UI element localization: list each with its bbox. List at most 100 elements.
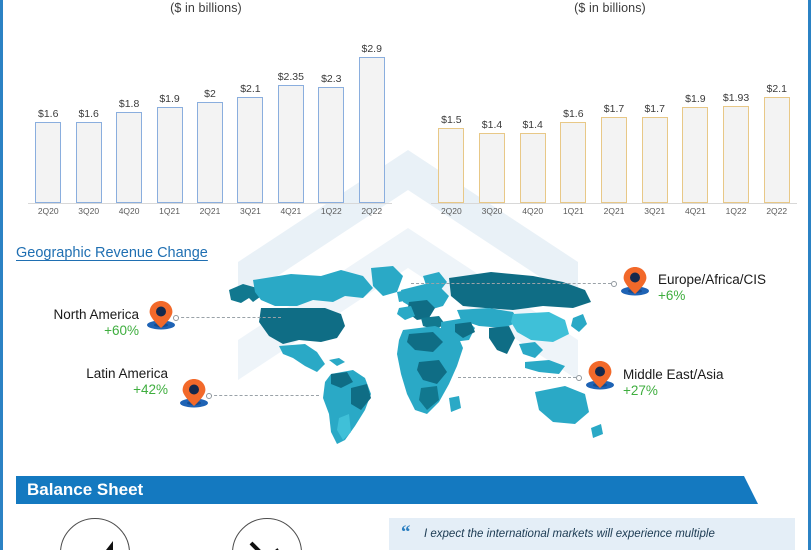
right-chart-subtitle: ($ in billions) xyxy=(574,1,646,15)
bar-column: $1.6 xyxy=(553,42,594,203)
geo-connector-latin-america xyxy=(209,395,319,396)
bar-value-label: $1.9 xyxy=(685,93,706,105)
axis-tick-label: 2Q20 xyxy=(37,206,59,216)
geo-connector-dot-latin-america xyxy=(206,393,212,399)
map-continents xyxy=(229,266,603,444)
bar-value-label: $2.3 xyxy=(321,73,342,85)
geo-connector-north-america xyxy=(176,317,281,318)
bar xyxy=(196,102,223,203)
right-chart-axis xyxy=(431,203,797,204)
geo-label-latin-america: Latin America xyxy=(86,366,168,381)
bar xyxy=(318,87,345,203)
balance-sheet-title: Balance Sheet xyxy=(27,480,144,499)
axis-tick-label: 4Q20 xyxy=(522,206,544,216)
bar-column: $2.1 xyxy=(230,42,270,203)
balance-sheet-quote-box: “ I expect the international markets wil… xyxy=(389,518,795,550)
balance-sheet-banner: Balance Sheet xyxy=(16,476,758,504)
bar xyxy=(519,133,546,203)
bar-column: $1.5 xyxy=(431,42,472,203)
bar-column: $2.35 xyxy=(271,42,311,203)
axis-tick-label: 2Q22 xyxy=(766,206,788,216)
bar xyxy=(723,106,750,203)
world-map-svg xyxy=(229,266,603,444)
bar xyxy=(641,117,668,203)
map-pin-middle-east-asia[interactable] xyxy=(583,360,617,390)
geo-connector-dot-europe-africa-cis xyxy=(611,281,617,287)
geo-change-europe-africa-cis: +6% xyxy=(658,287,686,303)
balance-sheet-icons xyxy=(60,516,360,550)
left-chart-plot: $1.6 $1.6 $1.8 $1.9 $2 $2.1 $2.35 $2.3 $2.9 2Q20… xyxy=(6,20,406,232)
bar xyxy=(438,128,465,203)
axis-tick-label: 3Q20 xyxy=(481,206,503,216)
bar-value-label: $1.9 xyxy=(159,93,180,105)
bar xyxy=(237,97,264,203)
left-chart-subtitle: ($ in billions) xyxy=(170,1,242,15)
bar-value-label: $1.6 xyxy=(78,108,99,120)
bar xyxy=(358,57,385,203)
bar-value-label: $1.7 xyxy=(644,103,665,115)
right-revenue-chart: ($ in billions) $1.5 $1.4 $1.4 $1.6 $1.7 $1.7… xyxy=(409,0,808,232)
bar-column: $1.6 xyxy=(28,42,68,203)
bar xyxy=(479,133,505,203)
bar-column: $1.6 xyxy=(68,42,108,203)
bar-value-label: $1.93 xyxy=(722,92,750,104)
axis-tick-label: 1Q21 xyxy=(159,206,180,216)
bar-column: $1.9 xyxy=(675,42,716,203)
bar-column: $1.93 xyxy=(716,42,757,203)
geographic-revenue-section: Geographic Revenue Change xyxy=(3,232,808,462)
map-pin-north-america[interactable] xyxy=(144,300,178,330)
bar xyxy=(682,107,709,203)
bar-column: $1.8 xyxy=(109,42,149,203)
bar-value-label: $1.6 xyxy=(563,108,584,120)
geo-connector-dot-middle-east-asia xyxy=(576,375,582,381)
geo-connector-europe-africa-cis xyxy=(411,283,611,284)
geo-change-north-america: +60% xyxy=(104,322,139,338)
axis-tick-label: 2Q20 xyxy=(440,206,462,216)
bar xyxy=(116,112,143,203)
balance-sheet-banner-shape xyxy=(16,476,758,504)
axis-tick-label: 1Q22 xyxy=(320,206,342,216)
axis-tick-label: 3Q20 xyxy=(78,206,100,216)
bar-value-label: $1.7 xyxy=(603,103,625,115)
bar xyxy=(35,122,62,203)
left-chart-ticks: 2Q20 3Q20 4Q20 1Q21 2Q21 3Q21 4Q21 1Q22 2Q22 xyxy=(28,206,392,222)
bar-value-label: $1.5 xyxy=(441,114,462,126)
axis-tick-label: 2Q21 xyxy=(199,206,221,216)
bar xyxy=(277,85,304,203)
right-chart-bars: $1.5 $1.4 $1.4 $1.6 $1.7 $1.7 $1.9 $1.93 $2.1 xyxy=(431,42,797,203)
geo-region-europe-africa-cis: Europe/Africa/CIS +6% xyxy=(658,272,808,303)
balance-sheet-body: “ I expect the international markets wil… xyxy=(16,516,798,550)
map-pin-latin-america[interactable] xyxy=(177,378,211,408)
bar-column: $1.7 xyxy=(594,42,635,203)
bar-value-label: $2.1 xyxy=(766,83,787,95)
left-revenue-chart: ($ in billions) $1.6 $1.6 $1.8 $1.9 $2 $2.1 $2… xyxy=(6,0,406,232)
geo-change-middle-east-asia: +27% xyxy=(623,382,658,398)
axis-tick-label: 1Q22 xyxy=(725,206,747,216)
bar-column: $2 xyxy=(190,42,230,203)
bar xyxy=(763,97,790,203)
bar-column: $2.9 xyxy=(352,42,392,203)
axis-tick-label: 3Q21 xyxy=(644,206,666,216)
geo-region-north-america: North America +60% xyxy=(21,307,139,338)
geo-label-north-america: North America xyxy=(53,307,139,322)
bar-value-label: $1.4 xyxy=(522,119,543,131)
quote-mark-icon: “ xyxy=(401,522,411,543)
world-map xyxy=(213,262,603,452)
bar-column: $2.1 xyxy=(756,42,797,203)
axis-tick-label: 2Q22 xyxy=(361,206,383,216)
axis-tick-label: 4Q20 xyxy=(118,206,140,216)
chart-up-icon xyxy=(60,518,130,550)
geo-connector-dot-north-america xyxy=(173,315,179,321)
map-pin-europe-africa-cis[interactable] xyxy=(618,266,652,296)
right-chart-plot: $1.5 $1.4 $1.4 $1.6 $1.7 $1.7 $1.9 $1.93 $2.1 2Q… xyxy=(409,20,808,232)
axis-tick-label: 2Q21 xyxy=(603,206,625,216)
bar-value-label: $1.6 xyxy=(38,108,59,120)
bar-value-label: $2 xyxy=(204,88,216,100)
bar-column: $1.7 xyxy=(634,42,675,203)
bar-column: $2.3 xyxy=(311,42,351,203)
bar-value-label: $2.1 xyxy=(240,83,261,95)
bar-value-label: $1.4 xyxy=(481,119,503,131)
left-chart-bars: $1.6 $1.6 $1.8 $1.9 $2 $2.1 $2.35 $2.3 $2.9 xyxy=(28,42,392,203)
bar-column: $1.4 xyxy=(472,42,513,203)
bar-column: $1.4 xyxy=(512,42,553,203)
